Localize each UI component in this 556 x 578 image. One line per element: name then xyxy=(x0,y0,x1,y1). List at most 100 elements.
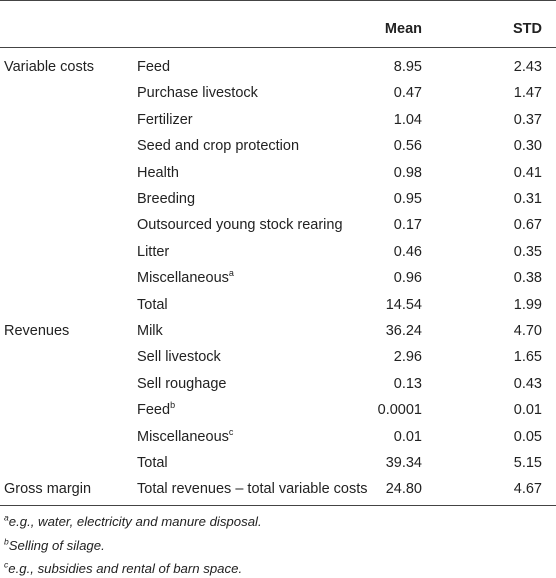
row-std-value-text: 2.43 xyxy=(513,59,542,75)
row-item-text: Outsourced young stock rearing xyxy=(137,217,343,233)
row-item: Milk xyxy=(137,322,163,340)
row-mean-value: 0.95 xyxy=(394,190,422,208)
row-item-text: Total xyxy=(137,455,168,471)
row-item: Miscellaneousa xyxy=(137,269,234,287)
row-category-text: Gross margin xyxy=(4,481,92,497)
row-std-value: 0.35 xyxy=(514,243,542,261)
row-mean-value-text: 1.04 xyxy=(393,112,422,128)
row-item-text: Miscellaneous xyxy=(137,270,229,286)
row-item-text: Feed xyxy=(137,402,171,418)
row-mean-value: 2.96 xyxy=(394,348,422,366)
row-std-value: 0.67 xyxy=(514,216,542,234)
row-item: Total xyxy=(137,454,168,472)
footnote-mark: b xyxy=(4,536,9,547)
row-mean-value-text: 0.46 xyxy=(393,244,422,260)
row-item: Total xyxy=(137,296,168,314)
row-std-value: 0.41 xyxy=(514,164,542,182)
footnote-text: e.g., subsidies and rental of barn space… xyxy=(8,561,243,576)
row-item-text: Miscellaneous xyxy=(137,429,229,445)
row-mean-value-text: 0.01 xyxy=(393,429,422,445)
row-item-text: Purchase livestock xyxy=(137,85,258,101)
row-std-value-text: 0.37 xyxy=(513,112,542,128)
row-mean-value-text: 0.47 xyxy=(393,85,422,101)
row-item: Breeding xyxy=(137,190,195,208)
row-std-value-text: 0.41 xyxy=(513,165,542,181)
footnote-marker: c xyxy=(228,427,234,438)
header-rule xyxy=(0,47,556,48)
row-item-text: Total xyxy=(137,297,168,313)
footnote: ae.g., water, electricity and manure dis… xyxy=(4,513,262,530)
row-mean-value-text: 0.13 xyxy=(393,376,422,392)
row-mean-value-text: 36.24 xyxy=(385,323,422,339)
row-std-value-text: 4.70 xyxy=(513,323,542,339)
row-std-value: 0.38 xyxy=(514,269,542,287)
row-std-value: 4.67 xyxy=(514,480,542,498)
footnote-mark: c xyxy=(4,559,9,570)
row-std-value-text: 0.30 xyxy=(513,138,542,154)
row-std-value: 0.37 xyxy=(514,111,542,129)
row-std-value: 2.43 xyxy=(514,58,542,76)
row-item: Purchase livestock xyxy=(137,84,258,102)
row-mean-value: 0.13 xyxy=(394,375,422,393)
row-category-text: Revenues xyxy=(4,323,70,339)
row-std-value-text: 5.15 xyxy=(513,455,542,471)
row-category: Variable costs xyxy=(4,58,94,76)
column-header-std: STD xyxy=(513,21,542,37)
row-std-value-text: 0.01 xyxy=(513,402,542,418)
row-std-value-text: 1.99 xyxy=(513,297,542,313)
table-top-rule xyxy=(0,0,556,1)
row-item: Miscellaneousc xyxy=(137,428,233,446)
row-item-text: Fertilizer xyxy=(137,112,193,128)
row-item-text: Feed xyxy=(137,59,171,75)
row-mean-value: 0.0001 xyxy=(378,401,422,419)
row-item: Outsourced young stock rearing xyxy=(137,216,343,234)
row-mean-value: 0.17 xyxy=(394,216,422,234)
row-mean-value-text: 0.98 xyxy=(393,165,422,181)
row-mean-value: 14.54 xyxy=(386,296,422,314)
row-std-value: 0.30 xyxy=(514,137,542,155)
row-mean-value: 36.24 xyxy=(386,322,422,340)
row-std-value-text: 0.38 xyxy=(513,270,542,286)
row-mean-value-text: 0.96 xyxy=(393,270,422,286)
row-item: Sell livestock xyxy=(137,348,221,366)
row-mean-value: 1.04 xyxy=(394,111,422,129)
column-header-mean: Mean xyxy=(384,21,422,37)
row-std-value: 1.65 xyxy=(514,348,542,366)
row-item-text: Breeding xyxy=(137,191,196,207)
row-item: Feed xyxy=(137,58,170,76)
row-std-value-text: 1.47 xyxy=(513,85,542,101)
footnote: ce.g., subsidies and rental of barn spac… xyxy=(4,559,243,577)
row-mean-value: 0.96 xyxy=(394,269,422,287)
row-item-text: Total revenues – total variable costs xyxy=(137,481,368,497)
row-std-value-text: 4.67 xyxy=(513,481,542,497)
row-std-value: 1.47 xyxy=(514,84,542,102)
row-item-text: Health xyxy=(137,165,179,181)
row-category: Revenues xyxy=(4,322,69,340)
row-mean-value: 24.80 xyxy=(386,480,422,498)
row-std-value-text: 0.67 xyxy=(513,217,542,233)
row-mean-value: 0.98 xyxy=(394,164,422,182)
row-mean-value: 0.01 xyxy=(394,428,422,446)
row-mean-value: 8.95 xyxy=(394,58,422,76)
row-item: Feedb xyxy=(137,401,175,419)
footnote: bSelling of silage. xyxy=(4,536,105,554)
row-mean-value-text: 0.17 xyxy=(393,217,422,233)
row-mean-value-text: 2.96 xyxy=(393,349,422,365)
row-item-text: Sell livestock xyxy=(137,349,221,365)
row-mean-value-text: 0.0001 xyxy=(377,402,422,418)
row-category: Gross margin xyxy=(4,480,91,498)
footnote-text: e.g., water, electricity and manure disp… xyxy=(8,514,262,529)
row-mean-value-text: 0.95 xyxy=(393,191,422,207)
row-item: Fertilizer xyxy=(137,111,193,129)
row-mean-value: 39.34 xyxy=(386,454,422,472)
row-mean-value: 0.56 xyxy=(394,137,422,155)
row-mean-value-text: 24.80 xyxy=(385,481,422,497)
row-item: Health xyxy=(137,164,179,182)
row-mean-value-text: 8.95 xyxy=(393,59,422,75)
row-std-value-text: 1.65 xyxy=(513,349,542,365)
table-bottom-rule xyxy=(0,505,556,506)
row-item: Litter xyxy=(137,243,169,261)
row-mean-value-text: 14.54 xyxy=(385,297,422,313)
row-std-value-text: 0.35 xyxy=(513,244,542,260)
row-item-text: Litter xyxy=(137,244,170,260)
